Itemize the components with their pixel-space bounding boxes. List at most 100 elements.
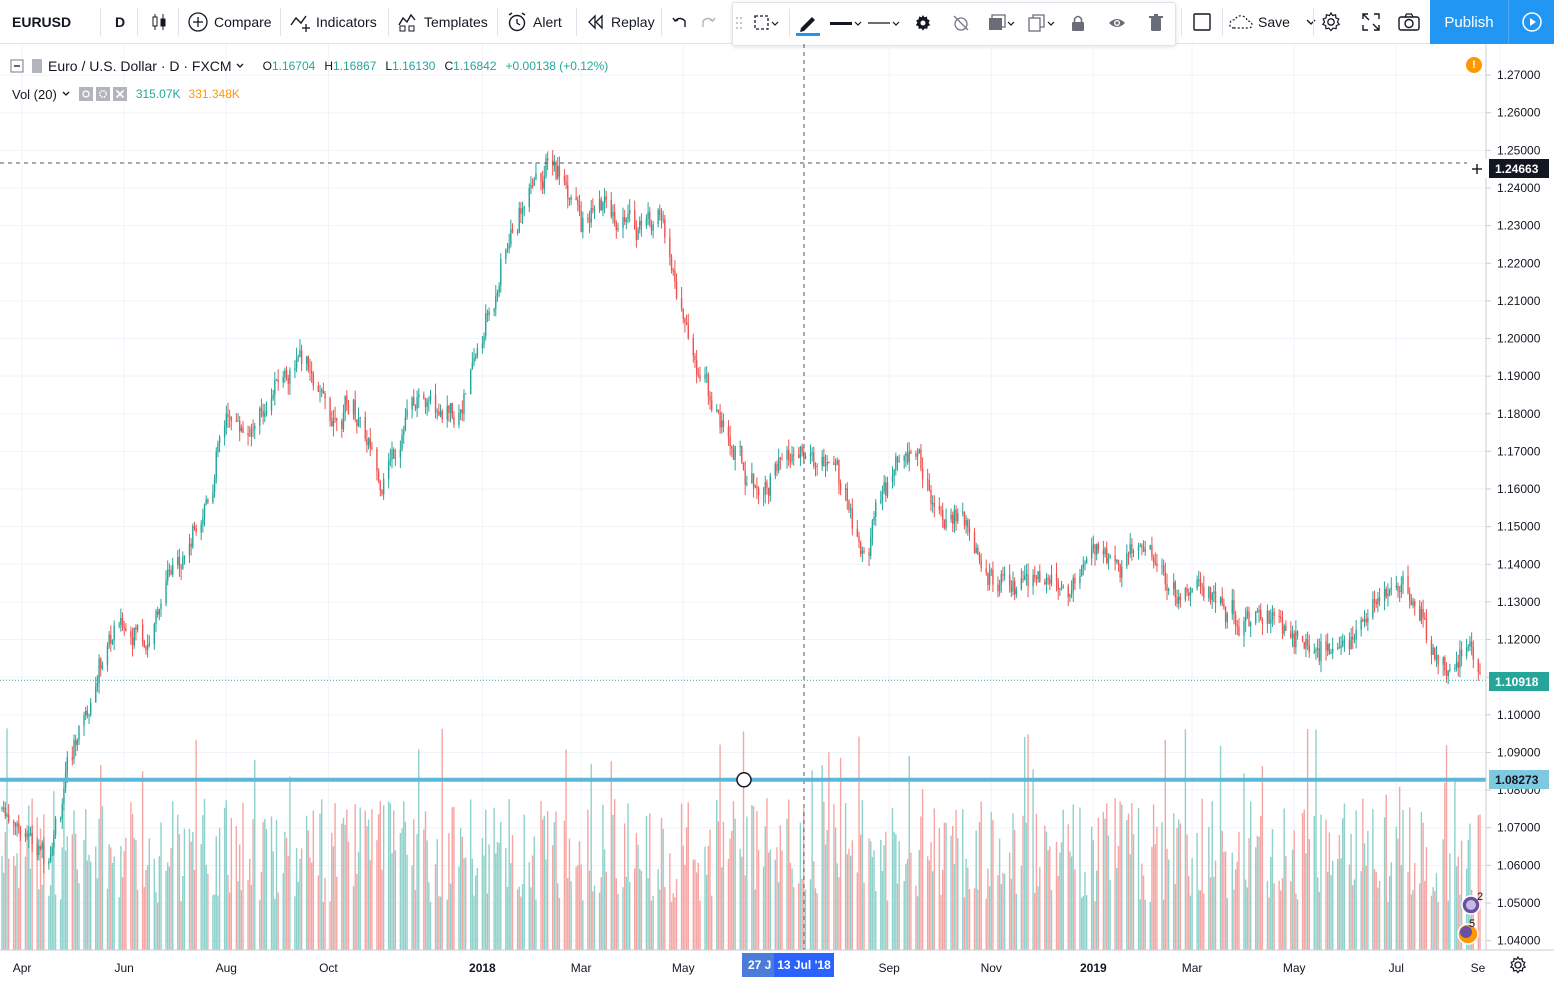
close-icon[interactable]: [112, 87, 127, 101]
eye-icon[interactable]: [78, 87, 93, 101]
time-axis[interactable]: Apr Jun Aug Oct 2018 Mar May Sep Nov 2019 Mar May Ju…: [0, 949, 1554, 975]
replay-button[interactable]: Replay: [586, 0, 655, 44]
candle-body: [578, 204, 581, 211]
volume-bar: [438, 896, 440, 950]
line-thickness-button[interactable]: [829, 3, 863, 43]
axis-settings-button[interactable]: [1508, 955, 1528, 975]
chevron-down-icon[interactable]: [235, 61, 245, 71]
volume-bar: [816, 893, 818, 950]
price-tick-label: 1.13000: [1497, 595, 1541, 609]
volume-bar: [240, 890, 243, 950]
candle-body: [48, 861, 50, 865]
volume-bar: [225, 800, 227, 950]
collapse-icon[interactable]: [10, 59, 24, 73]
candle-body: [789, 460, 792, 462]
symbol-search-button[interactable]: EURUSD: [12, 0, 71, 44]
volume-bar: [322, 901, 325, 950]
templates-button[interactable]: Templates: [397, 0, 488, 44]
event-badge[interactable]: 5: [1455, 918, 1481, 947]
volume-bar: [551, 845, 554, 950]
rectangle-tool-button[interactable]: [1192, 0, 1212, 44]
line-style-button[interactable]: [867, 3, 901, 43]
drag-handle[interactable]: [735, 3, 743, 43]
volume-bar: [1224, 851, 1227, 950]
pencil-tool-button[interactable]: [795, 3, 821, 43]
event-badge[interactable]: 2: [1460, 891, 1483, 916]
candle-body: [74, 740, 77, 746]
candle-body: [1027, 574, 1029, 587]
drawing-toolbar: [732, 2, 1176, 46]
volume-title[interactable]: Vol (20): [12, 86, 57, 102]
volume-bar: [476, 867, 479, 950]
candle-body: [1094, 544, 1096, 555]
series-title[interactable]: Euro / U.S. Dollar · D · FXCM: [48, 58, 232, 74]
candle-body: [1437, 655, 1439, 665]
indicators-button[interactable]: Indicators: [289, 0, 377, 44]
play-icon: [1521, 12, 1542, 32]
delete-drawing-button[interactable]: [1147, 3, 1165, 43]
volume-bar: [1271, 829, 1274, 950]
volume-bar: [1360, 871, 1362, 950]
candle-body: [213, 477, 216, 493]
candle-body: [612, 211, 614, 217]
redo-button[interactable]: [698, 0, 718, 44]
plus-button[interactable]: [1467, 159, 1487, 178]
candle-body: [1420, 608, 1423, 621]
publish-button[interactable]: Publish: [1430, 0, 1508, 44]
volume-bar: [848, 848, 850, 950]
volume-bar: [1313, 815, 1315, 950]
volume-bar: [774, 859, 777, 950]
candle-body: [1268, 610, 1270, 624]
lock-button[interactable]: [1069, 3, 1087, 43]
candle-body: [282, 376, 284, 383]
candle-body: [756, 486, 758, 489]
publish-menu-button[interactable]: [1508, 0, 1554, 44]
candle-body: [252, 428, 254, 430]
settings-button[interactable]: [1320, 0, 1342, 44]
volume-bar: [615, 878, 618, 950]
price-axis[interactable]: 1.27000 1.26000 1.25000 1.24000 1.23000 1.220…: [1485, 44, 1541, 950]
fullscreen-button[interactable]: [1361, 0, 1381, 44]
volume-bar: [377, 814, 380, 950]
compare-button[interactable]: Compare: [187, 0, 272, 44]
volume-bar: [83, 839, 85, 950]
alert-button[interactable]: Alert: [506, 0, 562, 44]
candle-body: [669, 237, 671, 258]
low-label: L: [385, 59, 393, 73]
selection-tool-button[interactable]: [753, 3, 781, 43]
alert-label: Alert: [533, 14, 562, 30]
visibility-button[interactable]: [1107, 3, 1127, 43]
candle-body: [1352, 636, 1354, 640]
snapshot-button[interactable]: [1397, 0, 1421, 44]
layers-button[interactable]: [987, 3, 1015, 43]
candle-body: [598, 199, 601, 211]
alert-notification-badge[interactable]: !: [1466, 57, 1482, 73]
undo-icon: [672, 17, 686, 27]
candle-body: [814, 465, 817, 467]
undo-button[interactable]: [670, 0, 690, 44]
candle-body: [95, 686, 97, 703]
chart-style-button[interactable]: [150, 0, 168, 44]
candle-body: [523, 207, 525, 209]
compare-label: Compare: [214, 14, 272, 30]
interval-button[interactable]: D: [115, 0, 125, 44]
templates-icon: [398, 13, 416, 32]
candle-body: [1320, 641, 1322, 662]
candle-body: [141, 624, 144, 641]
candle-body: [516, 232, 519, 234]
drawing-settings-button[interactable]: [913, 3, 933, 43]
hide-drawing-button[interactable]: [951, 3, 971, 43]
clone-button[interactable]: [1027, 3, 1055, 43]
volume-bar: [1152, 804, 1155, 950]
volume-bar: [828, 752, 830, 950]
volume-bar: [178, 834, 181, 950]
candle-body: [1342, 640, 1344, 647]
candle-body: [1198, 579, 1200, 581]
volume-bar: [1020, 865, 1023, 950]
volume-bar: [31, 798, 33, 950]
gear-icon[interactable]: [95, 87, 110, 101]
chevron-down-icon[interactable]: [61, 89, 71, 99]
volume-bar: [1223, 852, 1225, 950]
candle-body: [1080, 568, 1083, 577]
